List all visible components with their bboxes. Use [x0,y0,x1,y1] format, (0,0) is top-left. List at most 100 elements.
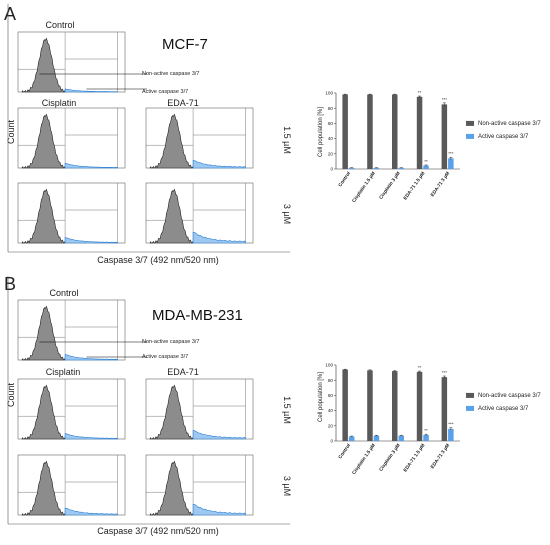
histogram-plot [17,31,126,93]
bar [398,435,404,441]
col-title-cisplatin: Cisplatin [42,98,77,108]
legend-swatch [466,405,474,411]
histogram-plot [17,378,126,440]
legend-swatch [466,392,474,398]
bar [448,428,454,441]
histogram-active [64,354,118,361]
bar [348,167,355,169]
bar [423,165,429,169]
bar [392,371,398,441]
histogram-plot [145,107,254,169]
y-tick-label: 60 [328,393,334,398]
panel-letter: A [4,4,16,24]
histogram-active [192,159,246,169]
bar [423,434,429,441]
x-tick-label: Control [337,443,352,460]
x-axis-label: Caspase 3/7 (492 nm/520 nm) [97,255,219,265]
histogram-plot [17,182,126,244]
bar [367,370,373,441]
x-tick-label: EDA-71 3 µM [430,171,452,198]
bar [441,377,448,441]
bar [367,94,373,169]
x-tick-label: Cisplatin 3 µM [378,171,401,201]
x-tick-label: EDA-71 1.5 µM [403,171,427,202]
bar [416,96,423,169]
bar [373,435,380,441]
histogram-nonactive [21,305,66,361]
annotation-nonactive: Non-active caspase 3/7 [142,71,199,77]
x-tick-label: Cisplatin 3 µM [378,443,401,473]
y-tick-label: 20 [328,423,334,428]
histogram-nonactive [21,188,66,244]
y-tick-label: 0 [330,439,333,444]
histogram-active [192,503,246,516]
histogram-plot [145,454,254,516]
histogram-plot [17,107,126,169]
row-label-3uM: 3 µM [282,204,292,224]
legend-entry: Non-active caspase 3/7 [478,393,541,399]
cell-line-label: MDA-MB-231 [152,307,243,324]
histogram-nonactive [21,37,66,93]
histogram-active [64,433,118,440]
cell-line-label: MCF-7 [162,36,208,53]
histogram-nonactive [149,188,194,244]
significance-label: ** [418,90,422,95]
histogram-layer [17,31,254,516]
significance-label: *** [448,151,454,156]
annotation-active: Active caspase 3/7 [142,89,188,95]
histogram-nonactive [149,113,194,169]
y-tick-label: 80 [328,378,334,383]
histogram-active [64,507,118,516]
histogram-nonactive [21,460,66,516]
legend-entry: Active caspase 3/7 [478,134,529,140]
histogram-active [192,231,246,244]
y-tick-label: 80 [328,106,334,111]
col-title-eda71: EDA-71 [167,367,199,377]
histogram-active [64,237,118,244]
legend-entry: Non-active caspase 3/7 [478,121,541,127]
histogram-nonactive [21,113,66,169]
control-title: Control [49,288,78,298]
col-title-eda71: EDA-71 [167,98,199,108]
x-tick-label: EDA-71 3 µM [430,443,452,470]
y-tick-label: 100 [325,91,333,96]
row-label-1-5uM: 1.5 µM [282,126,292,154]
histogram-plot [17,454,126,516]
histogram-nonactive [149,460,194,516]
bar [448,158,454,169]
significance-label: ** [418,365,422,370]
y-tick-label: 60 [328,121,334,126]
histogram-active [192,430,246,440]
histogram-active [64,162,118,169]
row-label-3uM: 3 µM [282,476,292,496]
bar [348,436,355,441]
annotation-nonactive: Non-active caspase 3/7 [142,339,199,345]
y-tick-label: 100 [325,363,333,368]
row-label-1-5uM: 1.5 µM [282,396,292,424]
y-tick-label: 0 [330,167,333,172]
legend-swatch [466,133,474,139]
histogram-nonactive [149,384,194,440]
histogram-plot [145,182,254,244]
significance-label: ** [424,428,428,433]
x-axis-label: Caspase 3/7 (492 nm/520 nm) [97,526,219,536]
col-title-cisplatin: Cisplatin [46,367,81,377]
panel-letter: B [4,274,16,294]
significance-label: *** [442,370,448,375]
histogram-nonactive [21,384,66,440]
bar [373,167,380,169]
y-axis-label: Cell population [%] [318,372,324,422]
bar [398,167,404,169]
y-tick-label: 40 [328,136,334,141]
y-tick-label: 40 [328,408,334,413]
bar [416,371,423,441]
x-tick-label: Cisplatin 1.5 µM [351,171,377,204]
panel-a: A Count Control MCF-7 Cisplatin EDA-71 1… [4,4,292,265]
histogram-plot [145,378,254,440]
x-tick-label: Cisplatin 1.5 µM [351,443,377,476]
control-title: Control [45,20,74,30]
